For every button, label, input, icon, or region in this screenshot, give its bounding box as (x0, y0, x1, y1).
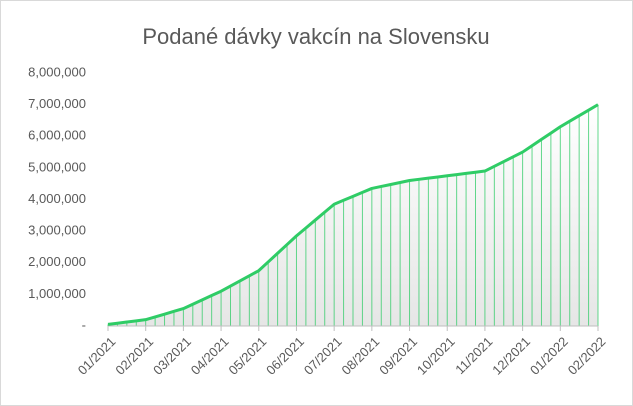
y-tick-label: 1,000,000 (28, 286, 86, 301)
y-tick-label: 7,000,000 (28, 96, 86, 111)
y-tick-label: 3,000,000 (28, 223, 86, 238)
y-tick-label: 4,000,000 (28, 191, 86, 206)
y-tick-label: 5,000,000 (28, 159, 86, 174)
series-line (107, 103, 599, 326)
y-tick-label: 8,000,000 (28, 64, 86, 79)
y-tick-label: 2,000,000 (28, 254, 86, 269)
y-tick-label: 6,000,000 (28, 128, 86, 143)
y-tick-label: - (82, 317, 86, 332)
chart-title: Podané dávky vakcín na Slovensku (142, 24, 489, 49)
